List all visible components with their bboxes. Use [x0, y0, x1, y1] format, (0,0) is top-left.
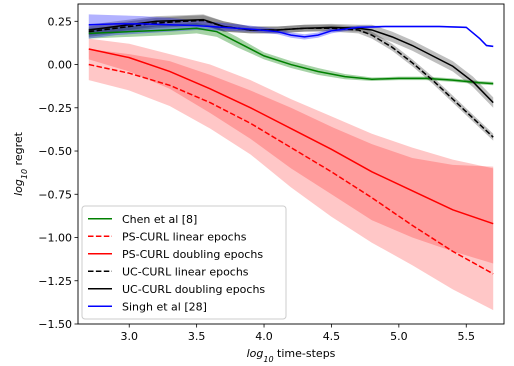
x-axis-label: log10 time-steps	[247, 347, 336, 364]
y-tick-label: −1.25	[38, 275, 72, 288]
x-tick-label: 4.5	[323, 330, 341, 343]
legend-label: PS-CURL doubling epochs	[122, 248, 263, 261]
legend-label: UC-CURL doubling epochs	[122, 283, 265, 296]
x-tick-label: 5.0	[390, 330, 408, 343]
series-line-chen-et-al-8	[88, 27, 494, 85]
x-axis-ticks: 3.0 3.5 4.0 4.5 5.0 5.5	[120, 324, 475, 343]
legend-label: UC-CURL linear epochs	[122, 265, 249, 278]
band-ps-curl-linear-epochs	[88, 48, 494, 311]
band-uc-curl-doubling-epochs	[88, 14, 494, 108]
x-tick-label: 3.0	[120, 330, 138, 343]
y-tick-label: −0.50	[38, 145, 72, 158]
plot-frame	[77, 3, 505, 325]
series-line-singh-et-al-28	[88, 23, 494, 48]
legend-label: PS-CURL linear epochs	[122, 230, 247, 243]
x-tick-label: 3.5	[188, 330, 206, 343]
y-tick-label: −1.00	[38, 232, 72, 245]
band-ps-curl-doubling-epochs	[88, 38, 494, 264]
series-line-ps-curl-doubling-epochs	[88, 48, 494, 225]
legend-box	[81, 205, 287, 320]
series-line-ps-curl-linear-epochs	[88, 63, 494, 275]
y-axis-ticks: 0.25 0.00 −0.25 −0.50 −0.75 −1.00 −1.25 −1.50	[38, 15, 78, 331]
band-singh-et-al-28	[88, 14, 494, 48]
series-lines	[88, 18, 494, 275]
band-chen-et-al-8	[88, 23, 494, 86]
legend-label: Chen et al [8]	[122, 213, 197, 226]
y-axis-label: log10 regret	[12, 131, 29, 196]
legend-label: Singh et al [28]	[122, 300, 207, 313]
y-tick-label: 0.25	[48, 15, 73, 28]
y-tick-label: −1.50	[38, 318, 72, 331]
y-tick-label: −0.25	[38, 102, 72, 115]
legend: Chen et al [8] PS-CURL linear epochs PS-CU…	[81, 205, 287, 320]
y-tick-label: −0.75	[38, 188, 72, 201]
y-tick-label: 0.00	[48, 59, 73, 72]
x-tick-label: 5.5	[458, 330, 476, 343]
series-line-uc-curl-doubling-epochs	[88, 18, 494, 104]
x-tick-label: 4.0	[255, 330, 273, 343]
